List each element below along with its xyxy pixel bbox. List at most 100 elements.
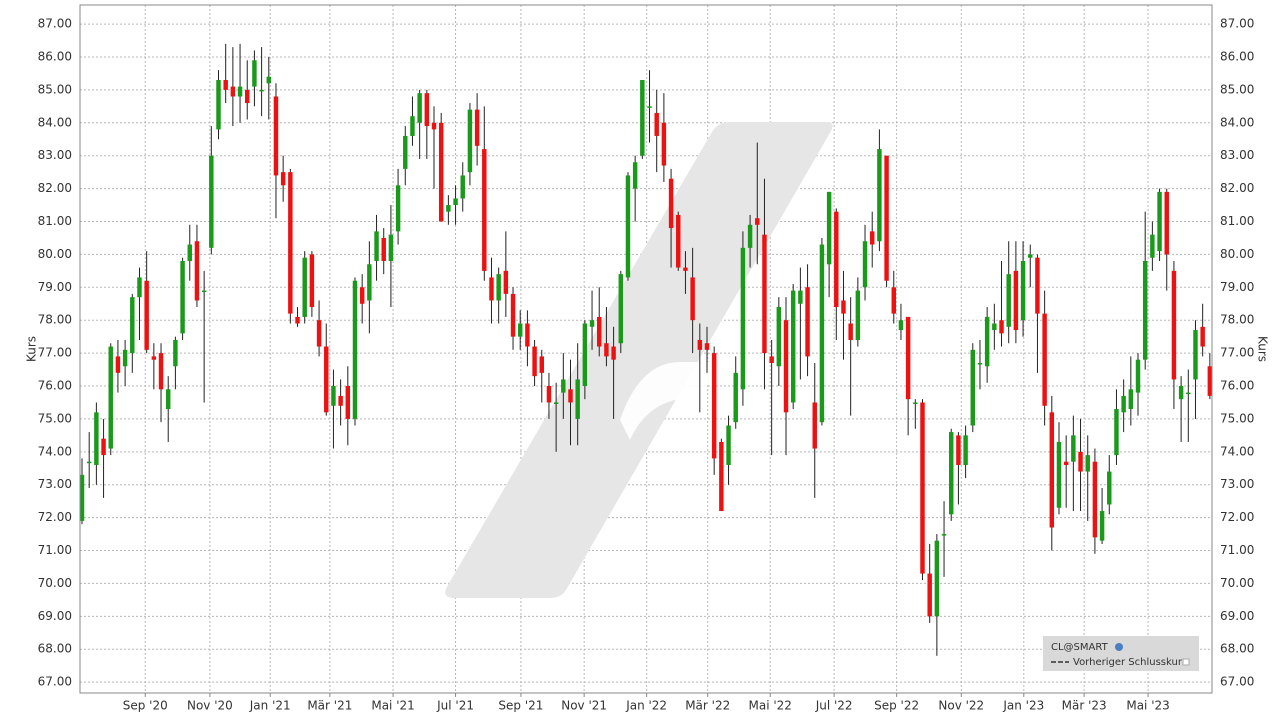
candle-body [582, 323, 588, 387]
x-tick-label: Mai '23 [1126, 699, 1169, 713]
candle-body [1171, 270, 1177, 380]
candles [79, 43, 1213, 656]
candle-body [216, 80, 221, 130]
x-tick-label: Mär '21 [307, 699, 352, 713]
candle-body [201, 290, 207, 293]
y-tick-label: 71.00 [38, 543, 72, 557]
candle-body [661, 122, 667, 166]
candle-body [431, 122, 437, 130]
candle-body [1078, 451, 1083, 472]
candle-body [1099, 511, 1105, 541]
y2-tick-label: 67.00 [1220, 675, 1254, 689]
candle-body [597, 316, 602, 347]
candle-body [1063, 461, 1069, 465]
candle-body [611, 346, 616, 360]
candle-body [826, 191, 832, 265]
legend: CL@SMART Vorheriger Schlusskurs [1043, 636, 1199, 671]
candle-body [525, 323, 530, 347]
candle-body [632, 162, 638, 189]
candle-body [913, 402, 918, 404]
candle-body [359, 287, 365, 304]
candle-body [740, 247, 746, 390]
candle-body [259, 89, 264, 92]
candle-body [1193, 330, 1198, 380]
y-tick-label: 85.00 [38, 82, 72, 96]
y-tick-label: 78.00 [38, 313, 72, 327]
candle-body [1035, 257, 1040, 314]
candle-body [474, 109, 480, 146]
candle-body [223, 80, 228, 90]
candle-body [1006, 274, 1011, 327]
candle-body [963, 435, 968, 465]
candle-body [690, 277, 695, 321]
candle-body [704, 343, 710, 350]
candle-body [324, 346, 329, 413]
legend-box [1043, 636, 1199, 671]
candle-body [165, 389, 171, 410]
y-tick-label: 84.00 [38, 115, 72, 129]
candle-body [388, 234, 394, 261]
candle-body [1114, 409, 1119, 456]
candle-body [137, 277, 142, 298]
y-tick-label: 72.00 [38, 510, 72, 524]
watermark-cut [620, 362, 720, 440]
x-tick-label: Mär '23 [1062, 699, 1107, 713]
candle-body [453, 198, 458, 206]
y2-tick-label: 70.00 [1220, 576, 1254, 590]
x-tick-label: Nov '22 [938, 699, 984, 713]
legend-checkbox[interactable] [1182, 658, 1190, 666]
candle-body [819, 244, 825, 423]
candle-body [1135, 359, 1141, 393]
candle-body [345, 386, 351, 419]
candle-body [108, 346, 113, 449]
y2-tick-label: 72.00 [1220, 510, 1254, 524]
candle-body [805, 287, 810, 357]
candle-body [568, 389, 573, 403]
candle-body [862, 241, 868, 288]
candle-body [920, 402, 925, 574]
y-tick-label: 75.00 [38, 411, 72, 425]
legend-title: CL@SMART [1051, 642, 1109, 653]
y-tick-label: 81.00 [38, 214, 72, 228]
legend-item: Vorheriger Schlusskurs [1073, 657, 1187, 668]
y2-axis-label: Kurs [1256, 336, 1270, 362]
candle-body [503, 270, 509, 294]
candle-body [604, 343, 609, 357]
x-tick-label: Jan '22 [625, 699, 667, 713]
candle-body [173, 339, 178, 367]
y2-tick-label: 86.00 [1220, 49, 1254, 63]
y2-tick-label: 71.00 [1220, 543, 1254, 557]
candle-body [618, 274, 624, 344]
candle-body [187, 244, 192, 261]
candle-body [417, 93, 422, 123]
candle-body [288, 172, 293, 314]
candle-body [884, 155, 889, 281]
y2-tick-label: 83.00 [1220, 148, 1254, 162]
candle-body [683, 267, 688, 271]
candle-body [625, 175, 631, 278]
candle-body [1150, 234, 1155, 258]
candle-body [561, 379, 566, 393]
y2-tick-label: 76.00 [1220, 379, 1254, 393]
candle-body [970, 349, 976, 426]
candle-body [941, 534, 947, 536]
y-tick-label: 77.00 [38, 346, 72, 360]
candle-body [848, 323, 853, 340]
candle-body [992, 323, 997, 331]
candle-body [977, 362, 983, 365]
candle-body [905, 316, 911, 400]
y-tick-label: 79.00 [38, 280, 72, 294]
candle-body [367, 264, 372, 301]
candle-body [711, 353, 717, 459]
candle-body [1164, 191, 1169, 255]
candle-body [1157, 191, 1162, 252]
candle-body [122, 349, 128, 367]
x-tick-label: Mär '22 [685, 699, 730, 713]
candle-body [352, 280, 358, 419]
y-tick-label: 87.00 [38, 17, 72, 31]
candle-body [776, 307, 782, 367]
candle-body [1071, 435, 1076, 462]
candle-body [180, 260, 185, 334]
candle-body [589, 320, 595, 327]
